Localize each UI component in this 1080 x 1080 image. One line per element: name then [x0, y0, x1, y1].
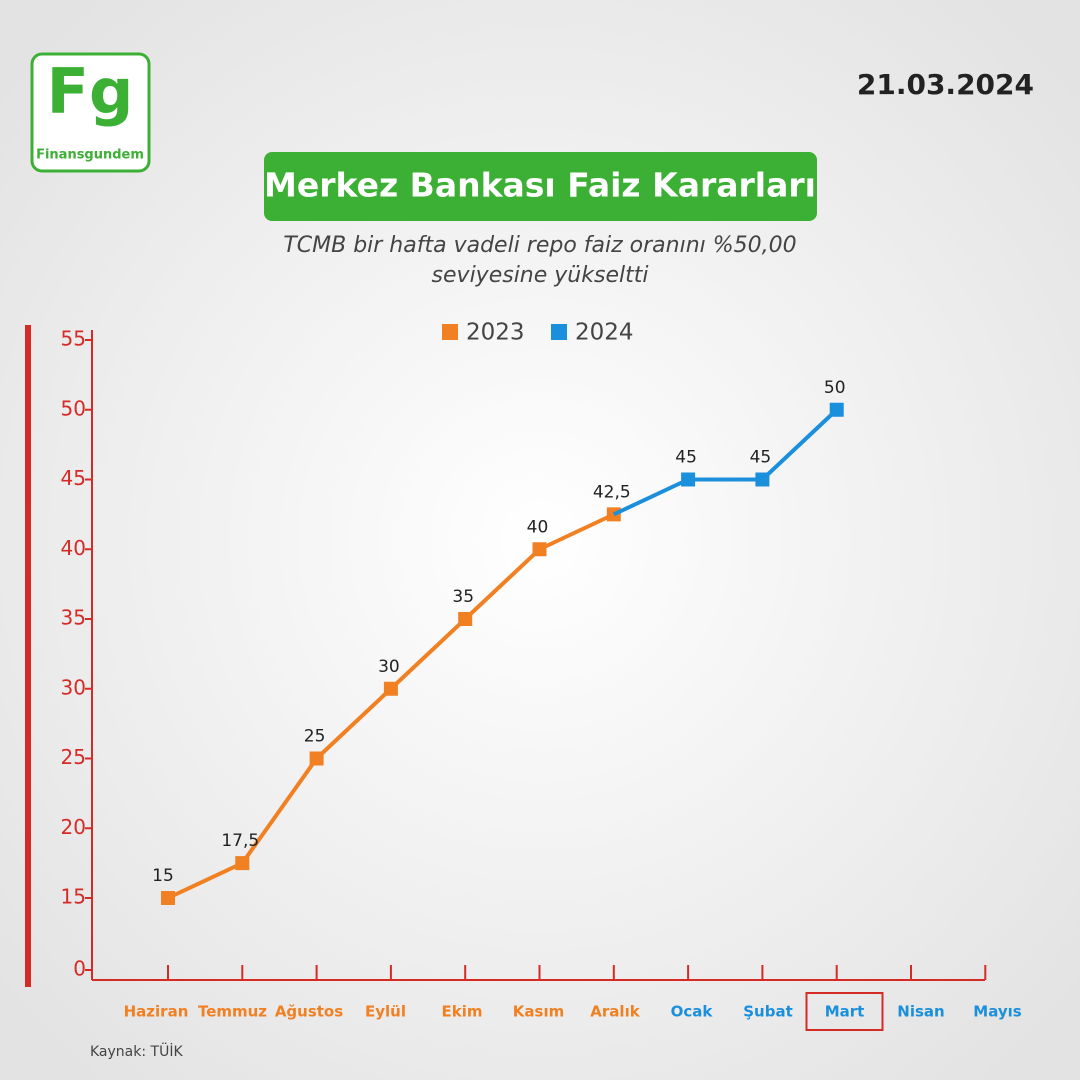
- y-tick-label: 25: [61, 745, 86, 769]
- value-label: 35: [452, 587, 474, 607]
- value-label: 25: [304, 727, 326, 747]
- source: Kaynak: TÜİK: [90, 1042, 183, 1060]
- legend-label: 2023: [466, 320, 525, 346]
- logo: Fg: [47, 55, 134, 128]
- x-tick-label: Haziran: [124, 1003, 189, 1021]
- point: [235, 856, 250, 871]
- y-tick-label: 55: [61, 327, 86, 351]
- y-tick-label: 30: [61, 675, 86, 699]
- x-tick-label: Ekim: [442, 1003, 483, 1021]
- y-tick-label: 15: [61, 885, 86, 909]
- value-label: 42,5: [593, 482, 631, 502]
- value-label: 40: [527, 517, 549, 537]
- chart-title: Merkez Bankası Faiz Kararları: [264, 166, 816, 205]
- subtitle: seviyesine yükseltti: [432, 263, 649, 288]
- value-label: 45: [750, 448, 772, 468]
- x-tick-label: Şubat: [743, 1003, 793, 1021]
- y-tick-label: 45: [61, 466, 86, 490]
- x-tick-label: Temmuz: [198, 1003, 267, 1021]
- point: [829, 402, 844, 417]
- point: [309, 751, 324, 766]
- y-tick-label: 0: [73, 957, 86, 981]
- subtitle: TCMB bir hafta vadeli repo faiz oranını …: [283, 233, 796, 258]
- date: 21.03.2024: [857, 68, 1034, 101]
- title-box: [264, 152, 817, 221]
- legend-marker: [442, 324, 458, 340]
- value-label: 45: [675, 448, 697, 468]
- point: [681, 472, 696, 487]
- logo-box: [30, 52, 151, 173]
- y-tick-label: 40: [61, 536, 86, 560]
- point: [755, 472, 770, 487]
- y-tick-label: 20: [61, 815, 86, 839]
- x-tick-label: Nisan: [897, 1003, 944, 1021]
- x-tick-label: Ocak: [671, 1003, 714, 1021]
- value-label: 50: [824, 378, 846, 398]
- value-label: 15: [152, 866, 174, 886]
- connector: [612, 477, 689, 517]
- highlight-box: [805, 992, 884, 1031]
- x-tick-label: Aralık: [590, 1003, 640, 1021]
- value-label: 17,5: [221, 831, 259, 851]
- y-tick-label: 50: [61, 396, 86, 420]
- point: [161, 891, 175, 905]
- value-label: 30: [378, 657, 400, 677]
- legend-marker: [551, 324, 567, 340]
- point: [383, 681, 398, 696]
- brand-name: Finansgundem: [36, 148, 144, 163]
- point: [532, 542, 547, 557]
- x-tick-label: Mart: [825, 1003, 865, 1021]
- x-tick-label: Eylül: [365, 1003, 406, 1021]
- y-tick-label: 35: [61, 606, 86, 630]
- x-tick-label: Mayıs: [973, 1003, 1022, 1021]
- point: [458, 612, 473, 626]
- legend-label: 2024: [575, 320, 634, 346]
- x-tick-label: Ağustos: [275, 1003, 343, 1021]
- x-tick-label: Kasım: [513, 1003, 564, 1021]
